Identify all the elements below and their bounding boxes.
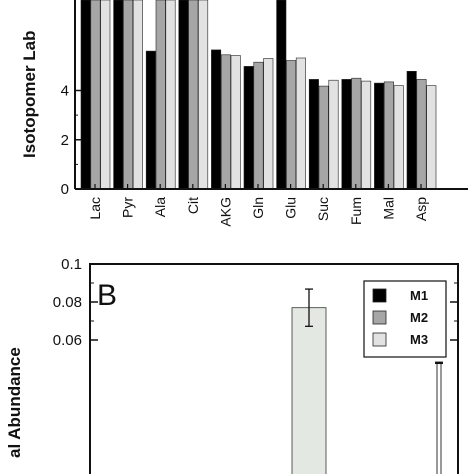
bar-m3-cit: [198, 0, 209, 190]
legend-swatch-m2: [372, 310, 387, 325]
x-category-label: Ala: [152, 197, 168, 217]
bar-m2-ala: [155, 0, 166, 190]
panel-b-bars: [291, 288, 443, 474]
bar-m2-mal: [383, 81, 394, 190]
x-category-label: Fum: [348, 197, 364, 225]
bar-m2-lac: [90, 0, 101, 190]
bar-m3-gln: [263, 58, 274, 190]
bar-m3-mal: [393, 85, 404, 190]
bar-m3-akg: [230, 55, 241, 190]
bar-m1-gln: [243, 66, 254, 190]
bar-m2-cit: [188, 0, 199, 190]
bar-m2-gln: [253, 61, 264, 190]
x-category-label: Mal: [380, 197, 396, 220]
panel-b-legend: M1 M2 M3: [363, 280, 447, 358]
bar-m2-akg: [220, 54, 231, 190]
bar-m1-ala: [145, 50, 156, 190]
panel-a-chart: 0 2 4 Lac Pyr Ala Cit AKG Gln Glu Suc Fum Mal Asp Is…: [20, 0, 468, 227]
bar-m3-suc: [328, 79, 339, 190]
legend-label-m2: M2: [410, 310, 428, 325]
y-tick-label: 0: [61, 181, 69, 198]
bar-m2-suc: [318, 85, 329, 190]
y-tick-label: 0.1: [61, 256, 82, 273]
bar-m1-fum: [341, 79, 352, 190]
bar-m3-glu: [295, 57, 306, 190]
x-category-label: Pyr: [120, 197, 136, 218]
bar-m3-asp: [426, 85, 437, 190]
y-tick-label: 0.06: [53, 332, 82, 349]
panel-a-y-axis-label: Isotopomer Lab: [20, 30, 39, 158]
bar-m1-glu: [276, 0, 287, 190]
panel-a-bars: [80, 0, 437, 190]
panel-b-label: B: [97, 279, 117, 312]
panel-b-chart: 0.1 0.08 0.06 B al Abundance M1 M2 M3: [5, 256, 459, 474]
bar-m3-lac: [100, 0, 111, 190]
bar-m3-ala: [165, 0, 176, 190]
legend-label-m3: M3: [410, 332, 428, 347]
x-category-label: Lac: [87, 197, 103, 220]
x-category-label: Glu: [283, 197, 299, 219]
bar-m1-suc: [308, 79, 319, 190]
bar-m2-fum: [351, 77, 362, 190]
y-tick-label: 2: [61, 132, 69, 149]
x-category-label: Suc: [315, 197, 331, 221]
x-category-label: Asp: [413, 197, 429, 221]
x-category-label: Gln: [250, 197, 266, 219]
bar-m1-lac: [80, 0, 91, 190]
panel-a-x-ticks: Lac Pyr Ala Cit AKG Gln Glu Suc Fum Mal Asp: [87, 184, 429, 227]
bar-m2-pyr: [123, 0, 134, 190]
bar-m1-cit: [178, 0, 189, 190]
panel-b-y-axis-label: al Abundance: [5, 347, 24, 458]
y-tick-label: 0.08: [53, 294, 82, 311]
panel-b-y-ticks: 0.1 0.08 0.06: [53, 256, 458, 349]
panel-b-plot-frame: [89, 263, 459, 474]
bar-m1-mal: [374, 82, 385, 190]
bar-m1-akg: [211, 49, 222, 190]
bar-m3-pyr: [132, 0, 143, 190]
bar-m3-fum: [361, 80, 372, 190]
bar-m2-asp: [416, 79, 427, 190]
legend-label-m1: M1: [410, 288, 428, 303]
y-tick-label: 4: [61, 83, 69, 100]
bar-m3-edge: [436, 362, 442, 474]
bar-m1-pyr: [113, 0, 124, 190]
panel-a-y-ticks: 0 2 4: [61, 83, 81, 198]
bar-m1-asp: [406, 71, 417, 190]
bar-m3: [291, 307, 327, 474]
x-category-label: Cit: [185, 197, 201, 214]
x-category-label: AKG: [217, 197, 233, 227]
bar-m2-glu: [286, 60, 297, 190]
legend-swatch-m1: [372, 288, 387, 303]
legend-swatch-m3: [372, 332, 387, 347]
